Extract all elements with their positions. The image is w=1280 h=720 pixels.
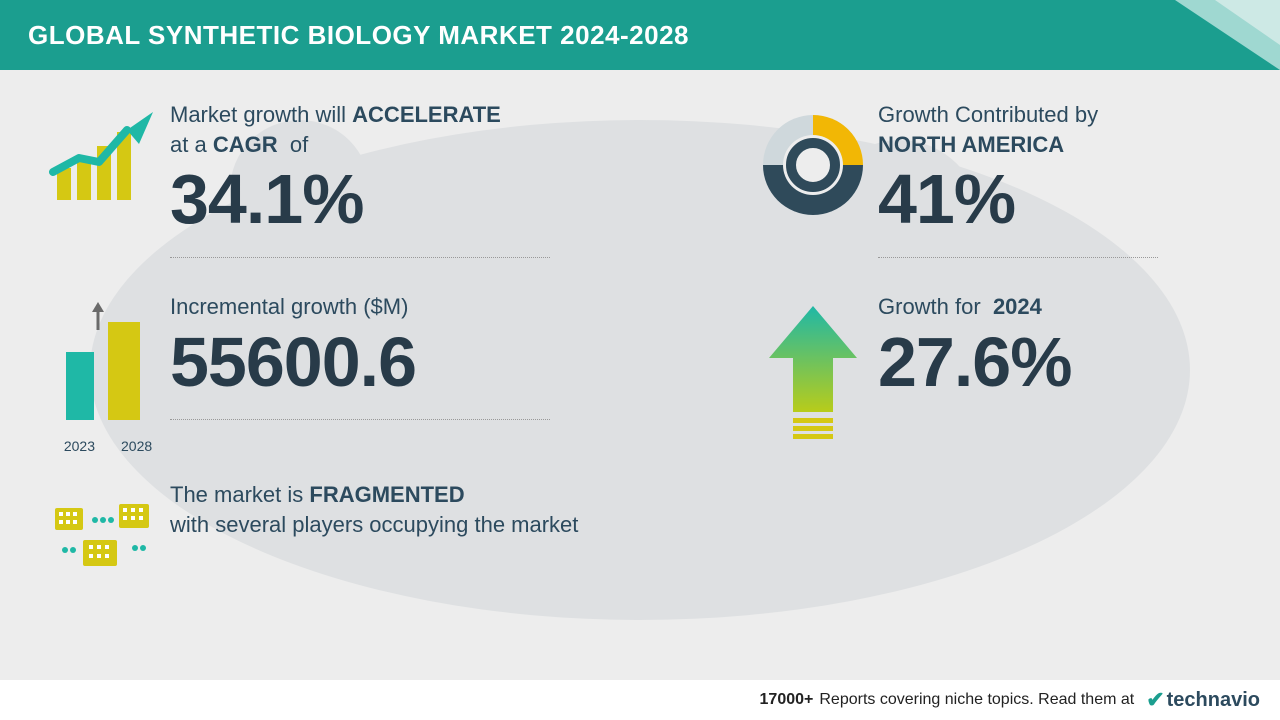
page-title: GLOBAL SYNTHETIC BIOLOGY MARKET 2024-202…: [28, 20, 689, 51]
incremental-text: Incremental growth ($M) 55600.6: [170, 292, 688, 444]
text-bold: CAGR: [213, 132, 278, 157]
cagr-value: 34.1%: [170, 163, 688, 237]
metric-fragmented: The market is FRAGMENTED with several pl…: [40, 480, 688, 580]
text: at a: [170, 132, 213, 157]
region-text: Growth Contributed by NORTH AMERICA 41%: [878, 100, 1240, 282]
divider: [878, 257, 1158, 258]
growth-year-icon: [748, 292, 878, 442]
fragmented-text-box: The market is FRAGMENTED with several pl…: [170, 480, 688, 539]
text: Market growth will: [170, 102, 352, 127]
footer-bar: 17000+ Reports covering niche topics. Re…: [0, 680, 1280, 720]
text-bold: FRAGMENTED: [309, 482, 464, 507]
text-bold: ACCELERATE: [352, 102, 501, 127]
cagr-text: Market growth will ACCELERATE at a CAGR …: [170, 100, 688, 282]
content-area: Market growth will ACCELERATE at a CAGR …: [0, 70, 1280, 680]
text: Growth Contributed by: [878, 102, 1098, 127]
region-value: 41%: [878, 163, 1240, 237]
divider: [170, 257, 550, 258]
metric-cagr: Market growth will ACCELERATE at a CAGR …: [40, 100, 688, 282]
technavio-logo: ✔ technavio: [1146, 687, 1260, 713]
left-column: Market growth will ACCELERATE at a CAGR …: [40, 100, 688, 680]
metric-region: Growth Contributed by NORTH AMERICA 41%: [748, 100, 1240, 282]
growth-year-intro: Growth for 2024: [878, 292, 1240, 322]
incremental-value: 55600.6: [170, 326, 688, 400]
right-column: Growth Contributed by NORTH AMERICA 41%: [688, 100, 1240, 680]
footer-text: Reports covering niche topics. Read them…: [819, 691, 1134, 709]
footer-count: 17000+: [760, 691, 814, 709]
fragmented-icon: [40, 480, 170, 580]
growth-year-text: Growth for 2024 27.6%: [878, 292, 1240, 399]
text-bold: 2024: [993, 294, 1042, 319]
text: of: [284, 132, 308, 157]
region-intro: Growth Contributed by NORTH AMERICA: [878, 100, 1240, 159]
incremental-intro: Incremental growth ($M): [170, 292, 688, 322]
fragmented-text: The market is FRAGMENTED with several pl…: [170, 480, 688, 539]
cagr-icon: [40, 100, 170, 210]
text: with several players occupying the marke…: [170, 512, 578, 537]
logo-tick-icon: ✔: [1146, 687, 1164, 713]
header-accent-triangles: [1080, 0, 1280, 70]
region-icon: [748, 100, 878, 220]
logo-text: technavio: [1167, 689, 1260, 712]
bar-labels: 2023 2028: [58, 438, 152, 454]
text: The market is: [170, 482, 309, 507]
cagr-intro: Market growth will ACCELERATE at a CAGR …: [170, 100, 688, 159]
text: Growth for: [878, 294, 987, 319]
header-bar: GLOBAL SYNTHETIC BIOLOGY MARKET 2024-202…: [0, 0, 1280, 70]
divider: [170, 419, 550, 420]
growth-year-value: 27.6%: [878, 326, 1240, 400]
metric-growth-year: Growth for 2024 27.6%: [748, 292, 1240, 442]
incremental-icon: 2023 2028: [40, 292, 170, 454]
bar-label: 2023: [64, 438, 95, 454]
bar-label: 2028: [121, 438, 152, 454]
text-bold: NORTH AMERICA: [878, 132, 1064, 157]
metric-incremental: 2023 2028 Incremental growth ($M) 55600.…: [40, 292, 688, 454]
